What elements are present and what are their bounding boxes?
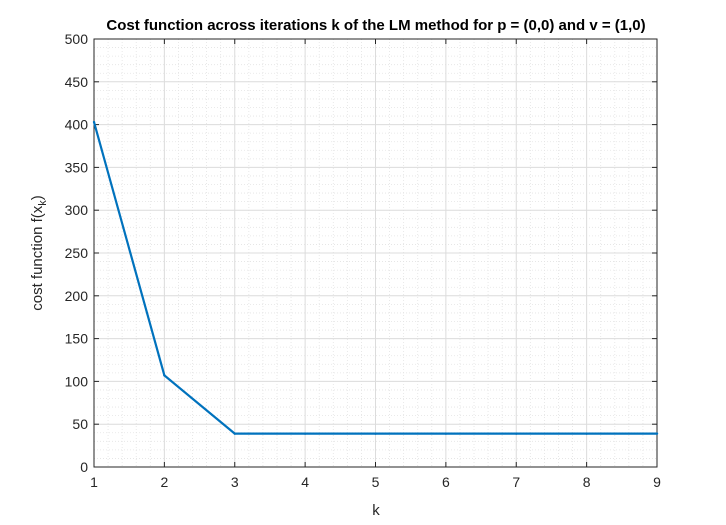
y-axis-label-main: cost function f(x xyxy=(29,205,46,311)
data-point xyxy=(92,120,96,124)
data-point xyxy=(515,432,518,435)
chart-title: Cost function across iterations k of the… xyxy=(106,17,645,34)
y-tick-label: 450 xyxy=(65,74,89,90)
y-axis-label: cost function f(xk) xyxy=(29,195,49,311)
x-tick-label: 7 xyxy=(512,474,520,490)
y-tick-label: 250 xyxy=(65,245,89,261)
data-point xyxy=(303,432,307,435)
y-tick-label: 500 xyxy=(65,31,89,47)
data-point xyxy=(374,432,377,435)
x-tick-label: 9 xyxy=(653,474,661,490)
x-tick-label: 1 xyxy=(90,474,98,490)
x-tick-label: 5 xyxy=(372,474,380,490)
data-point xyxy=(585,432,588,435)
y-tick-label: 150 xyxy=(65,331,89,347)
y-tick-label: 300 xyxy=(65,202,89,218)
data-point xyxy=(655,432,659,435)
x-tick-label: 4 xyxy=(301,474,309,490)
y-axis-label-subscript: k xyxy=(37,200,49,206)
y-axis-label-close: ) xyxy=(29,195,46,200)
y-tick-label: 400 xyxy=(65,117,89,133)
data-point xyxy=(444,432,448,435)
y-tick-label: 350 xyxy=(65,159,89,175)
data-point xyxy=(163,374,166,377)
x-tick-label: 2 xyxy=(160,474,168,490)
x-tick-label: 8 xyxy=(583,474,591,490)
x-axis-label: k xyxy=(372,502,380,519)
plot-area: 1 2 3 4 5 6 7 8 9 0 50 100 150 200 250 300 350 400 450 500 xyxy=(65,31,661,490)
data-point xyxy=(233,432,236,435)
y-tick-label: 200 xyxy=(65,288,89,304)
y-tick-label: 100 xyxy=(65,373,89,389)
x-tick-label: 6 xyxy=(442,474,450,490)
y-tick-label: 50 xyxy=(72,416,88,432)
x-tick-label: 3 xyxy=(231,474,239,490)
y-tick-label: 0 xyxy=(80,459,88,475)
